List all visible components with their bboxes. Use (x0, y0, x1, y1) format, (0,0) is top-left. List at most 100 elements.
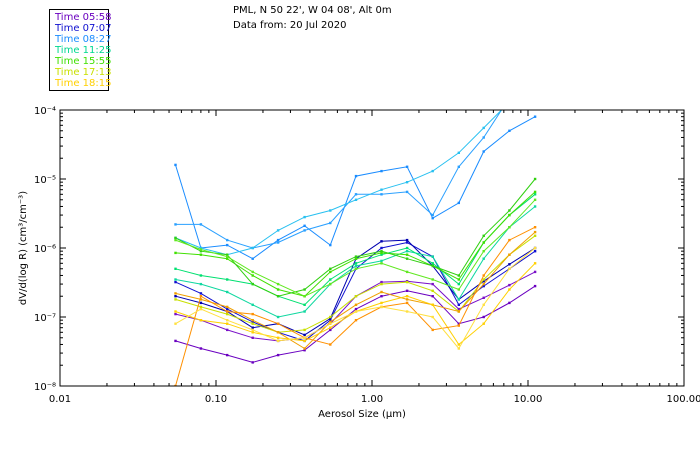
data-point-8-1 (199, 274, 203, 277)
data-point-9-13 (508, 213, 511, 217)
data-point-15-1 (199, 295, 203, 298)
data-point-14-0 (174, 310, 177, 313)
data-point-0-7 (354, 307, 358, 311)
y-tick-label-1: 10⁻⁷ (34, 313, 56, 324)
data-point-15-6 (329, 343, 332, 346)
data-point-14-3 (251, 331, 254, 334)
data-point-9-9 (405, 253, 409, 256)
data-point-11-5 (303, 295, 306, 298)
data-point-12-12 (482, 278, 485, 281)
data-point-1-8 (380, 280, 383, 284)
data-point-8-7 (354, 262, 358, 265)
data-point-1-11 (457, 307, 460, 311)
data-point-0-3 (251, 361, 254, 364)
data-point-12-14 (533, 234, 537, 237)
data-point-14-4 (276, 336, 280, 339)
data-point-0-6 (329, 328, 332, 332)
data-point-11-13 (508, 226, 511, 229)
data-point-3-1 (199, 301, 203, 305)
series-line-6 (175, 110, 503, 256)
data-point-14-10 (431, 303, 434, 306)
data-point-1-3 (251, 336, 254, 339)
data-point-6-10 (431, 169, 434, 173)
data-point-3-5 (303, 333, 306, 337)
data-point-16-4 (276, 339, 280, 343)
data-point-5-5 (303, 229, 306, 232)
series-line-10 (175, 178, 536, 297)
data-point-4-7 (354, 174, 358, 178)
data-point-10-9 (405, 257, 409, 260)
legend-item-1815: Time 18:15 (55, 78, 112, 89)
data-point-14-13 (508, 288, 511, 291)
data-point-6-7 (354, 198, 358, 201)
data-point-7-12 (482, 257, 485, 260)
data-point-0-14 (533, 284, 537, 288)
data-point-0-12 (482, 315, 485, 319)
data-point-0-11 (457, 322, 460, 325)
data-point-7-9 (405, 250, 409, 253)
data-point-6-1 (199, 246, 203, 250)
data-point-1-0 (174, 312, 177, 316)
data-point-13-12 (482, 282, 485, 286)
data-point-10-0 (174, 236, 177, 240)
data-point-6-6 (329, 209, 332, 212)
data-point-10-7 (354, 255, 358, 258)
data-point-14-8 (380, 301, 383, 305)
data-point-0-1 (199, 347, 203, 350)
data-point-13-9 (405, 298, 409, 301)
data-point-8-2 (226, 278, 229, 281)
data-point-10-12 (482, 234, 485, 237)
data-point-5-6 (329, 221, 332, 225)
data-point-15-13 (508, 238, 511, 242)
data-point-11-14 (533, 198, 537, 201)
station-header: PML, N 50 22', W 04 08', Alt 0m (233, 5, 392, 16)
data-point-16-6 (329, 322, 332, 325)
legend-item-0827: Time 08:27 (55, 34, 112, 45)
data-point-13-4 (276, 331, 280, 334)
data-point-15-12 (482, 274, 485, 277)
data-point-5-9 (405, 190, 409, 194)
data-point-9-12 (482, 241, 485, 244)
data-point-5-8 (380, 193, 383, 196)
x-tick-label-3: 10.00 (514, 394, 543, 405)
data-point-11-0 (174, 238, 177, 242)
data-point-7-7 (354, 264, 358, 268)
data-point-16-7 (354, 310, 358, 313)
data-point-9-11 (457, 278, 460, 281)
data-point-8-5 (303, 303, 306, 306)
data-point-0-13 (508, 301, 511, 305)
data-point-3-0 (174, 295, 177, 298)
data-point-16-14 (533, 246, 537, 250)
data-point-2-0 (174, 280, 177, 284)
data-point-3-9 (405, 238, 409, 242)
data-point-8-9 (405, 246, 409, 250)
data-point-14-2 (226, 322, 229, 325)
data-point-9-3 (251, 274, 254, 277)
legend-item-1555: Time 15:55 (55, 56, 112, 67)
data-point-15-2 (226, 310, 229, 313)
series-line-5 (175, 110, 503, 249)
data-point-5-14 (534, 76, 536, 78)
data-point-15-4 (276, 322, 280, 325)
data-point-0-4 (276, 353, 280, 357)
date-header: Data from: 20 Jul 2020 (233, 20, 347, 31)
x-tick-label-1: 0.10 (205, 394, 227, 405)
data-point-14-1 (199, 319, 203, 322)
data-point-6-5 (303, 215, 306, 219)
x-tick-label-4: 100.00 (667, 394, 700, 405)
y-tick-label-0: 10⁻⁸ (34, 382, 56, 393)
legend-item-1713: Time 17:13 (55, 67, 112, 78)
data-point-16-1 (199, 307, 203, 311)
y-axis-title: dV/d(log R) (cm³/cm⁻³) (18, 191, 29, 305)
data-point-12-9 (405, 280, 409, 284)
data-point-0-9 (405, 289, 409, 292)
data-point-10-6 (329, 267, 332, 270)
series-line-11 (175, 199, 536, 297)
data-point-1-12 (482, 296, 485, 299)
data-point-14-9 (405, 295, 409, 298)
data-point-4-4 (276, 238, 280, 242)
data-point-7-14 (533, 205, 537, 208)
data-point-0-10 (431, 295, 434, 298)
data-point-10-11 (457, 274, 460, 277)
data-point-2-2 (226, 307, 229, 311)
